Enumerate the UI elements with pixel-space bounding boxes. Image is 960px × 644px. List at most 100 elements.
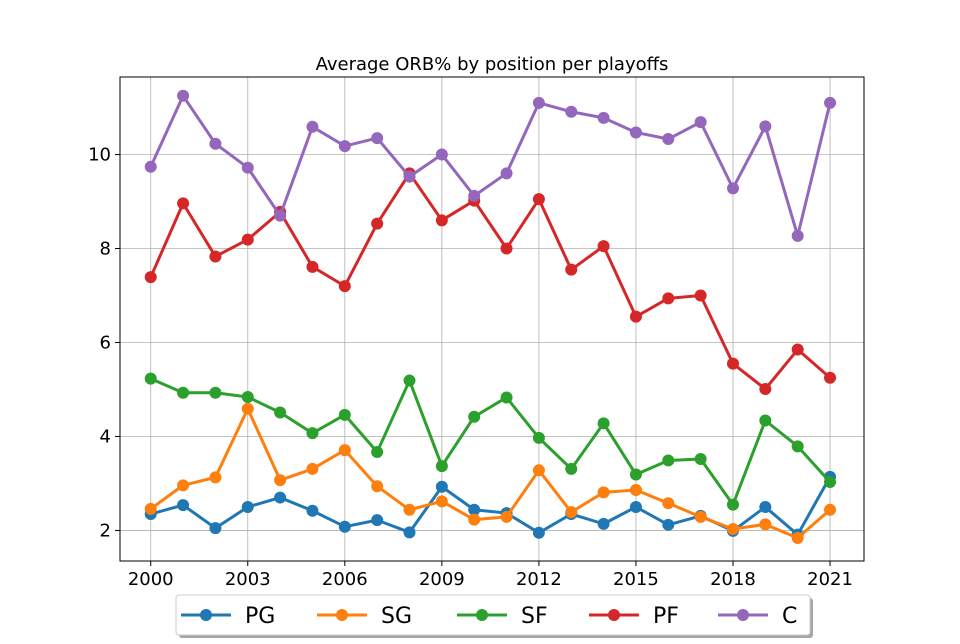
data-point xyxy=(726,498,739,511)
legend-item-sg: SG xyxy=(317,604,412,629)
legend-item-pg: PG xyxy=(181,604,275,629)
data-point xyxy=(532,193,545,206)
y-tick-label: 6 xyxy=(100,332,111,353)
data-point xyxy=(565,462,578,475)
data-point xyxy=(177,499,190,512)
data-point xyxy=(629,484,642,497)
data-point xyxy=(597,240,610,253)
data-point xyxy=(371,132,384,145)
data-point xyxy=(274,491,287,504)
data-point xyxy=(338,444,351,457)
data-point xyxy=(532,96,545,109)
data-point xyxy=(662,292,675,305)
x-tick-label: 2012 xyxy=(516,569,562,590)
chart-title: Average ORB% by position per playoffs xyxy=(316,54,669,75)
series-line xyxy=(149,407,832,540)
data-point xyxy=(144,160,157,173)
legend-item-sf: SF xyxy=(457,604,548,629)
x-tick-label: 2009 xyxy=(419,569,465,590)
legend: PG SG SF PF C xyxy=(175,594,813,638)
legend-label: PF xyxy=(653,604,679,629)
data-point xyxy=(726,182,739,195)
data-point xyxy=(209,386,222,399)
x-tick-label: 2003 xyxy=(225,569,271,590)
data-point xyxy=(468,410,481,423)
data-point xyxy=(791,531,804,544)
data-point xyxy=(468,189,481,202)
data-point xyxy=(662,518,675,531)
data-point xyxy=(662,454,675,467)
data-point xyxy=(144,271,157,284)
legend-label: SG xyxy=(381,604,412,629)
data-point xyxy=(274,209,287,222)
y-tick-label: 10 xyxy=(88,145,111,166)
legend-marker xyxy=(737,609,749,621)
data-point xyxy=(403,170,416,183)
data-point xyxy=(532,526,545,539)
data-point xyxy=(759,414,772,427)
data-point xyxy=(177,386,190,399)
data-point xyxy=(435,460,448,473)
data-point xyxy=(403,374,416,387)
data-point xyxy=(824,371,837,384)
data-point xyxy=(694,289,707,302)
data-point xyxy=(824,96,837,109)
data-point xyxy=(694,510,707,523)
x-tick-label: 2015 xyxy=(613,569,659,590)
data-point xyxy=(306,427,319,440)
data-point xyxy=(144,502,157,515)
x-tick-label: 2000 xyxy=(128,569,174,590)
data-point xyxy=(241,402,254,415)
data-point xyxy=(468,513,481,526)
x-tick-label: 2018 xyxy=(710,569,756,590)
data-point xyxy=(597,417,610,430)
data-point xyxy=(791,229,804,242)
data-point xyxy=(500,391,513,404)
axes: 2000 2003 2006 2009 2012 2015 2018 2021 2 4 6 8 10 xyxy=(88,145,853,590)
data-point xyxy=(403,503,416,516)
data-point xyxy=(371,445,384,458)
data-point xyxy=(435,480,448,493)
data-point xyxy=(759,518,772,531)
data-point xyxy=(338,408,351,421)
series-line xyxy=(149,171,832,391)
legend-label: SF xyxy=(521,604,548,629)
data-point xyxy=(241,391,254,404)
data-point xyxy=(371,514,384,527)
data-point xyxy=(500,242,513,255)
legend-marker xyxy=(336,609,348,621)
series-c xyxy=(144,89,837,242)
data-point xyxy=(435,148,448,161)
data-point xyxy=(565,263,578,276)
series-line xyxy=(149,94,832,238)
data-point xyxy=(759,500,772,513)
data-point xyxy=(306,504,319,517)
data-point xyxy=(662,497,675,510)
data-point xyxy=(565,506,578,519)
legend-label: PG xyxy=(245,604,275,629)
data-point xyxy=(597,486,610,499)
data-point xyxy=(824,476,837,489)
data-point xyxy=(629,310,642,323)
data-point xyxy=(726,357,739,370)
data-point xyxy=(177,89,190,102)
data-point xyxy=(500,167,513,180)
data-point xyxy=(629,126,642,139)
data-point xyxy=(532,464,545,477)
data-point xyxy=(209,137,222,150)
legend-marker xyxy=(608,609,620,621)
data-point xyxy=(306,462,319,475)
x-tick-label: 2021 xyxy=(807,569,853,590)
data-point xyxy=(597,517,610,530)
series-pf xyxy=(144,167,837,396)
data-point xyxy=(209,471,222,484)
data-point xyxy=(306,120,319,133)
series-line xyxy=(149,377,832,507)
data-point xyxy=(694,116,707,129)
data-point xyxy=(338,140,351,153)
data-point xyxy=(403,526,416,539)
data-point xyxy=(241,500,254,513)
data-point xyxy=(662,133,675,146)
data-point xyxy=(177,197,190,210)
